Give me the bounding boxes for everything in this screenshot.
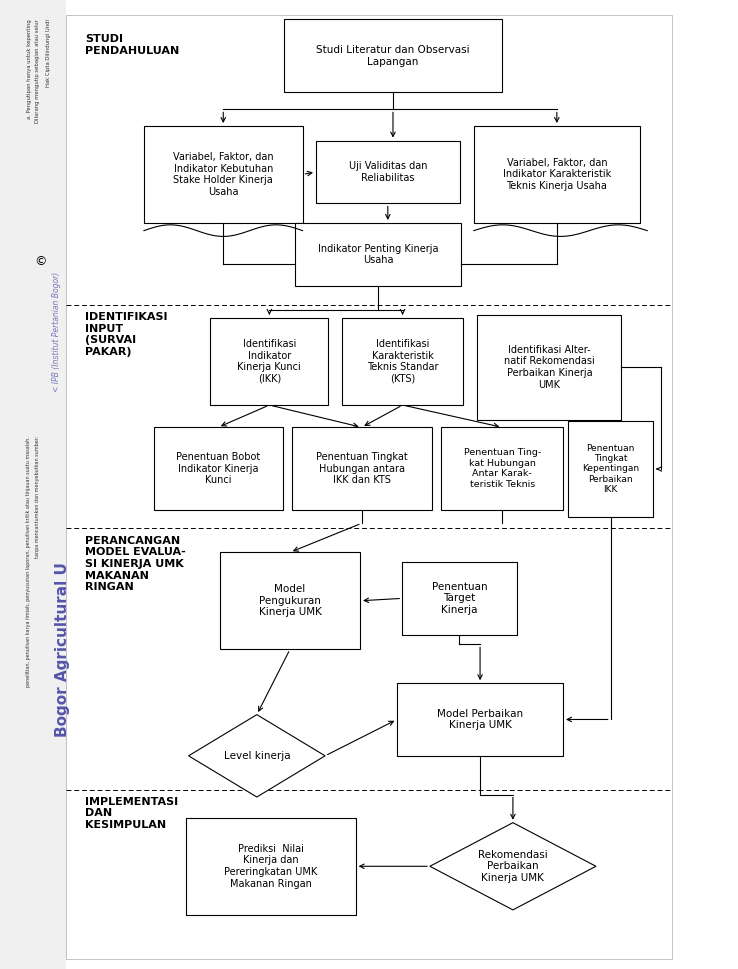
Text: Variabel, Faktor, dan
Indikator Kebutuhan
Stake Holder Kinerja
Usaha: Variabel, Faktor, dan Indikator Kebutuha…: [173, 152, 274, 197]
FancyBboxPatch shape: [210, 318, 328, 405]
Text: tanpa mencantumkan dan menyebutkan sumber:: tanpa mencantumkan dan menyebutkan sumbe…: [35, 436, 41, 558]
Text: Studi Literatur dan Observasi
Lapangan: Studi Literatur dan Observasi Lapangan: [316, 45, 470, 67]
Text: ©: ©: [35, 255, 46, 268]
FancyBboxPatch shape: [342, 318, 463, 405]
Text: Indikator Penting Kinerja
Usaha: Indikator Penting Kinerja Usaha: [318, 243, 438, 266]
Text: Penentuan
Tingkat
Kepentingan
Perbaikan
IKK: Penentuan Tingkat Kepentingan Perbaikan …: [582, 444, 639, 494]
FancyBboxPatch shape: [397, 683, 563, 756]
Text: Uji Validitas dan
Reliabilitas: Uji Validitas dan Reliabilitas: [348, 161, 427, 183]
Text: Level kinerja: Level kinerja: [224, 751, 290, 761]
FancyBboxPatch shape: [284, 19, 502, 92]
FancyBboxPatch shape: [402, 562, 517, 635]
Text: Bogor Agricultural U: Bogor Agricultural U: [55, 562, 70, 736]
Text: Identifikasi Alter-
natif Rekomendasi
Perbaikan Kinerja
UMK: Identifikasi Alter- natif Rekomendasi Pe…: [504, 345, 595, 390]
Text: Hak Cipta Dilindungi Undi: Hak Cipta Dilindungi Undi: [46, 19, 51, 87]
Text: Variabel, Faktor, dan
Indikator Karakteristik
Teknis Kinerja Usaha: Variabel, Faktor, dan Indikator Karakter…: [503, 158, 611, 191]
Text: Rekomendasi
Perbaikan
Kinerja UMK: Rekomendasi Perbaikan Kinerja UMK: [478, 850, 548, 883]
Text: IDENTIFIKASI
INPUT
(SURVAI
PAKAR): IDENTIFIKASI INPUT (SURVAI PAKAR): [85, 312, 168, 357]
Text: Identifikasi
Indikator
Kinerja Kunci
(IKK): Identifikasi Indikator Kinerja Kunci (IK…: [238, 339, 301, 384]
Text: Penentuan Ting-
kat Hubungan
Antar Karak-
teristik Teknis: Penentuan Ting- kat Hubungan Antar Karak…: [463, 449, 541, 488]
Text: Penentuan
Target
Kinerja: Penentuan Target Kinerja: [432, 581, 487, 615]
Text: < IPB (Institut Pertanian Bogor): < IPB (Institut Pertanian Bogor): [52, 271, 61, 391]
FancyBboxPatch shape: [316, 141, 460, 203]
FancyBboxPatch shape: [220, 552, 360, 649]
Text: PERANCANGAN
MODEL EVALUA-
SI KINERJA UMK
MAKANAN
RINGAN: PERANCANGAN MODEL EVALUA- SI KINERJA UMK…: [85, 536, 186, 592]
Polygon shape: [188, 715, 325, 797]
FancyBboxPatch shape: [292, 427, 432, 510]
Text: Dilarang mengutip sebagian atau selur: Dilarang mengutip sebagian atau selur: [35, 19, 41, 123]
FancyBboxPatch shape: [154, 427, 283, 510]
FancyBboxPatch shape: [295, 223, 461, 286]
FancyBboxPatch shape: [144, 126, 303, 223]
FancyBboxPatch shape: [477, 315, 621, 420]
Text: Penentuan Bobot
Indikator Kinerja
Kunci: Penentuan Bobot Indikator Kinerja Kunci: [176, 452, 261, 485]
Text: Model
Pengukuran
Kinerja UMK: Model Pengukuran Kinerja UMK: [258, 584, 322, 617]
Text: Prediksi  Nilai
Kinerja dan
Pereringkatan UMK
Makanan Ringan: Prediksi Nilai Kinerja dan Pereringkatan…: [224, 844, 317, 889]
Text: STUDI
PENDAHULUAN: STUDI PENDAHULUAN: [85, 34, 179, 55]
FancyBboxPatch shape: [441, 427, 563, 510]
Polygon shape: [430, 823, 596, 910]
Text: Model Perbaikan
Kinerja UMK: Model Perbaikan Kinerja UMK: [437, 708, 523, 731]
FancyBboxPatch shape: [0, 0, 66, 969]
Text: Penentuan Tingkat
Hubungan antara
IKK dan KTS: Penentuan Tingkat Hubungan antara IKK da…: [316, 452, 407, 485]
Text: Identifikasi
Karakteristik
Teknis Standar
(KTS): Identifikasi Karakteristik Teknis Standa…: [367, 339, 438, 384]
FancyBboxPatch shape: [568, 421, 653, 517]
FancyBboxPatch shape: [186, 818, 356, 915]
Text: penelitian, penulisan karya ilmiah, penyusunan laporan, penulisan kritik atau ti: penelitian, penulisan karya ilmiah, peny…: [26, 436, 31, 687]
FancyBboxPatch shape: [474, 126, 640, 223]
Text: a. Pengutipan hanya untuk kepenting: a. Pengutipan hanya untuk kepenting: [27, 19, 32, 119]
Text: IMPLEMENTASI
DAN
KESIMPULAN: IMPLEMENTASI DAN KESIMPULAN: [85, 797, 178, 829]
